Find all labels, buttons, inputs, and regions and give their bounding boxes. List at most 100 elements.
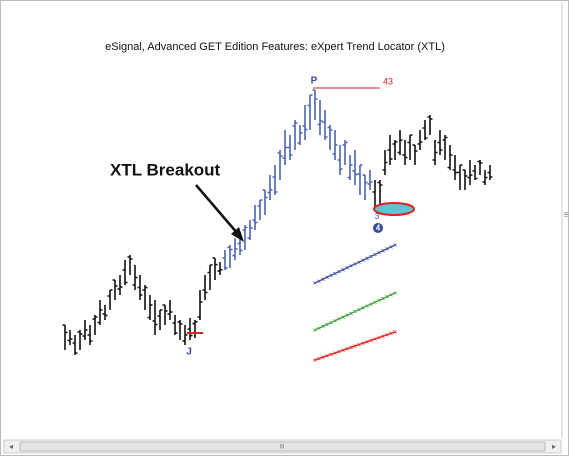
trend-mark	[353, 309, 357, 314]
trend-mark	[337, 317, 341, 321]
trend-mark	[373, 252, 377, 257]
price-bar	[452, 155, 458, 180]
trend-mark	[377, 335, 381, 340]
trend-mark	[317, 279, 321, 283]
price-bar	[62, 324, 68, 350]
trend-samples	[313, 243, 397, 362]
price-bar	[477, 160, 483, 175]
trend-mark	[381, 296, 385, 301]
price-bar	[437, 130, 443, 155]
price-bar	[122, 260, 128, 285]
price-bar	[292, 120, 298, 150]
trend-mark	[325, 275, 329, 280]
trend-mark	[337, 269, 341, 274]
price-bar	[217, 262, 223, 275]
trend-mark	[313, 328, 317, 332]
trend-mark	[325, 354, 329, 358]
price-bar	[382, 150, 388, 175]
trend-mark	[321, 355, 325, 359]
price-bar	[162, 304, 168, 325]
scroll-right[interactable]: ▸	[552, 442, 556, 451]
trend-mark	[329, 273, 333, 278]
trend-mark	[313, 281, 317, 285]
trend-mark	[373, 337, 377, 341]
trend-mark	[321, 277, 325, 281]
breakout-label: XTL Breakout	[110, 160, 221, 179]
price-bar	[482, 170, 488, 185]
price-bar	[442, 135, 448, 160]
price-bar	[347, 155, 353, 180]
price-bar	[462, 169, 468, 190]
price-bar	[127, 255, 133, 275]
price-bar	[267, 175, 273, 200]
price-bar	[192, 320, 198, 338]
price-bar	[272, 165, 278, 195]
price-bar	[387, 135, 393, 165]
target-ellipse	[373, 202, 415, 216]
price-bar	[222, 250, 228, 270]
price-bar	[67, 330, 73, 345]
trend-mark	[385, 333, 389, 337]
trend-mark	[349, 345, 353, 350]
trend-mark	[385, 294, 389, 299]
price-bar	[207, 264, 213, 290]
trend-mark	[317, 326, 321, 330]
price-bar	[177, 320, 183, 340]
trend-mark	[389, 331, 393, 336]
scroll-left[interactable]: ◂	[9, 442, 13, 451]
trend-mark	[353, 344, 357, 348]
breakout-arrow	[195, 184, 239, 235]
price-bar	[317, 100, 323, 135]
price-bar	[352, 150, 358, 185]
price-bar	[307, 94, 313, 130]
trend-mark	[361, 306, 365, 310]
arrow-head	[231, 227, 244, 242]
trend-mark	[377, 298, 381, 303]
trend-mark	[345, 266, 349, 270]
price-bar	[77, 330, 83, 350]
trend-mark	[349, 311, 353, 316]
trend-mark	[365, 304, 369, 308]
trend-mark	[389, 245, 393, 249]
price-bar	[322, 110, 328, 140]
price-bar	[112, 279, 118, 300]
price-bar	[282, 130, 288, 165]
price-bar	[342, 140, 348, 165]
price-bar	[257, 199, 263, 220]
trend-mark	[353, 262, 357, 266]
price-bar	[252, 205, 258, 230]
scroll-thumb[interactable]	[19, 441, 546, 452]
trend-mark	[357, 260, 361, 264]
trend-mark	[341, 267, 345, 272]
trend-mark	[345, 347, 349, 351]
price-bar	[467, 160, 473, 185]
price-bar	[402, 140, 408, 165]
price-bar	[102, 305, 108, 320]
trend-mark	[361, 258, 365, 262]
trend-mark	[393, 243, 397, 247]
price-bar	[72, 335, 78, 355]
trend-mark	[365, 256, 369, 261]
trend-mark	[393, 291, 397, 295]
price-bar	[137, 275, 143, 300]
price-bar	[487, 165, 493, 180]
trend-mark	[329, 352, 333, 357]
trend-mark	[345, 313, 349, 317]
price-bar	[182, 325, 188, 345]
trend-mark	[361, 341, 365, 345]
trend-mark	[333, 318, 337, 323]
price-bar	[397, 130, 403, 155]
price-bar	[142, 285, 148, 310]
trend-mark	[357, 307, 361, 312]
price-bar	[172, 315, 178, 335]
price-bar	[157, 309, 163, 330]
wave-label: 4	[376, 224, 381, 233]
price-bar	[227, 245, 233, 268]
price-bar	[287, 135, 293, 160]
trend-mark	[357, 342, 361, 347]
trend-mark	[333, 271, 337, 276]
price-bar	[87, 325, 93, 345]
price-bar	[202, 275, 208, 300]
